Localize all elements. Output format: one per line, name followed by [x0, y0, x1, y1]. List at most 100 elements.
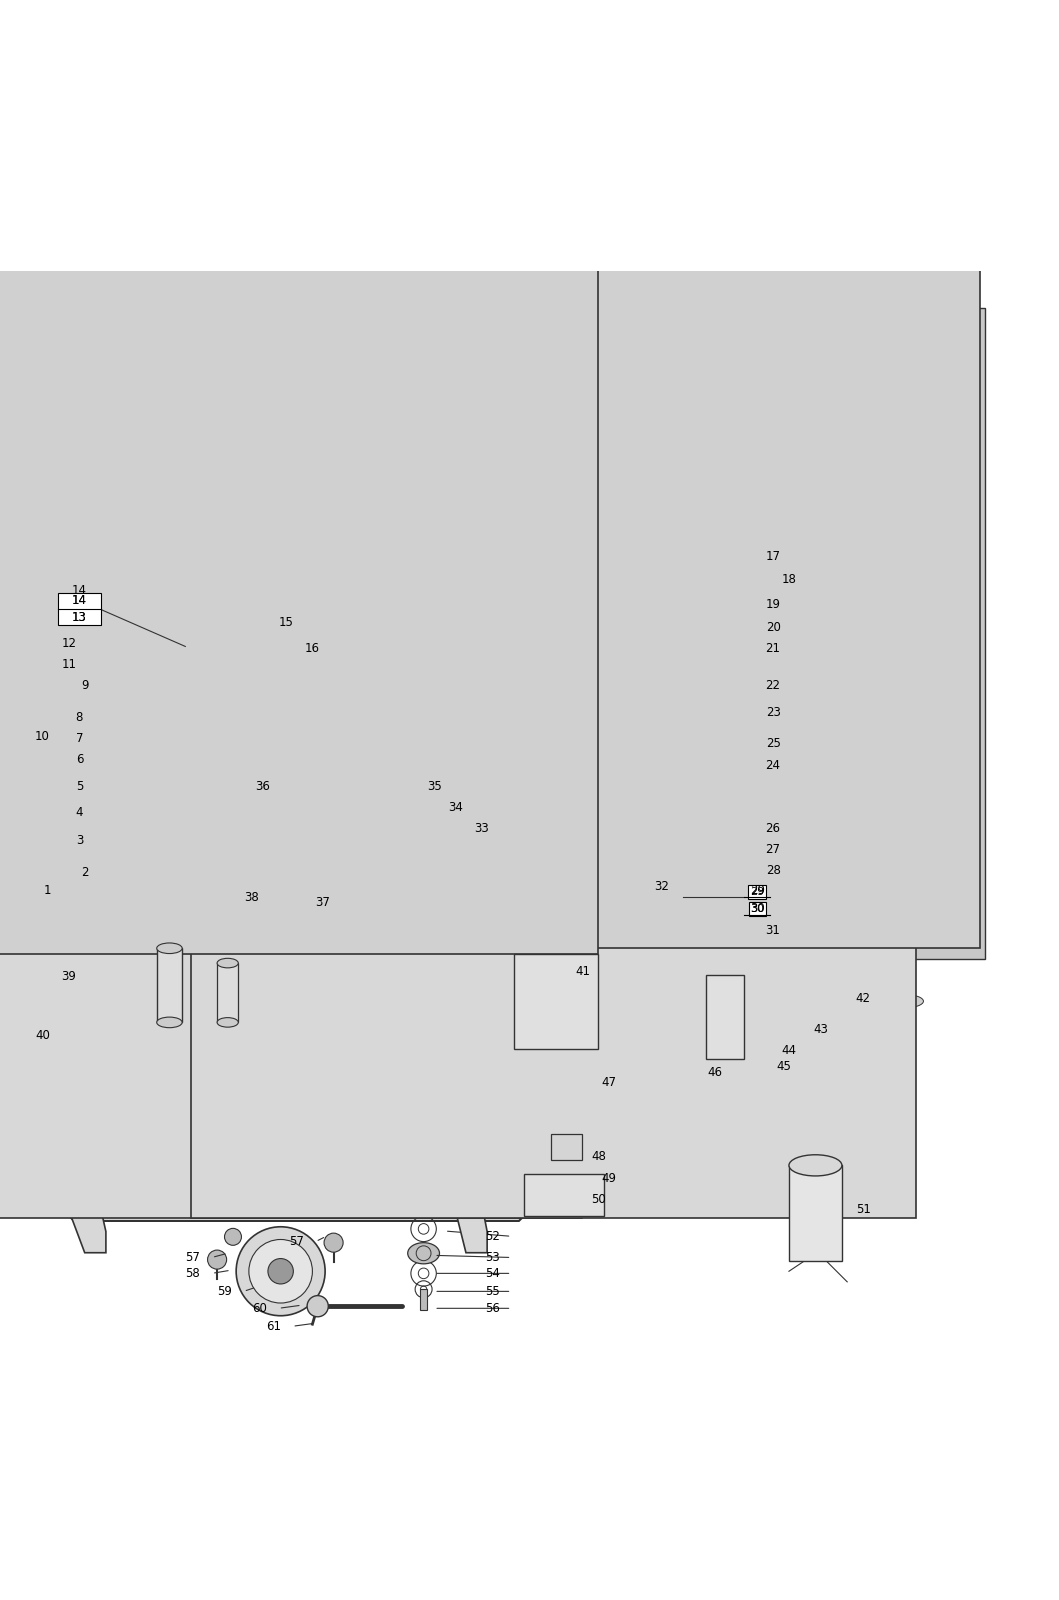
Text: 56: 56 [485, 1302, 500, 1315]
Text: 20: 20 [766, 621, 780, 634]
Text: 18: 18 [782, 573, 796, 586]
Ellipse shape [584, 694, 603, 714]
Text: 32: 32 [654, 880, 669, 893]
Ellipse shape [32, 1064, 64, 1214]
Text: 29: 29 [750, 883, 765, 896]
Circle shape [609, 542, 620, 554]
Bar [514, 954, 598, 1050]
Text: 27: 27 [766, 843, 780, 856]
Text: 59: 59 [217, 1285, 232, 1298]
Bar [217, 963, 238, 1022]
Text: 61: 61 [266, 1320, 281, 1333]
FancyBboxPatch shape [217, 234, 980, 949]
Ellipse shape [514, 800, 588, 926]
Text: 17: 17 [766, 550, 780, 563]
Text: 24: 24 [766, 758, 780, 771]
Text: 53: 53 [485, 1251, 500, 1264]
Circle shape [122, 1043, 132, 1054]
Text: 43: 43 [813, 1024, 828, 1037]
Text: 4: 4 [75, 806, 84, 819]
Bar [789, 1165, 842, 1261]
Polygon shape [455, 1067, 487, 1253]
Text: 14: 14 [72, 595, 87, 608]
Text: 39: 39 [61, 970, 76, 984]
Circle shape [609, 1014, 704, 1110]
Circle shape [577, 542, 588, 554]
Text: 2: 2 [80, 866, 89, 878]
Text: 29: 29 [750, 886, 765, 898]
Text: 12: 12 [61, 637, 76, 650]
Text: 28: 28 [766, 864, 780, 877]
Ellipse shape [408, 1243, 439, 1264]
Ellipse shape [554, 734, 633, 760]
Polygon shape [32, 1058, 561, 1221]
Text: 45: 45 [776, 1061, 791, 1074]
FancyBboxPatch shape [191, 488, 916, 1218]
Text: 14: 14 [72, 595, 87, 608]
Text: 38: 38 [245, 891, 259, 904]
Text: 35: 35 [427, 779, 442, 792]
Text: 40: 40 [35, 1029, 50, 1042]
Bar [524, 1174, 604, 1216]
Text: 15: 15 [279, 616, 293, 629]
Text: 37: 37 [316, 896, 330, 909]
Bar [106, 1038, 339, 1062]
Circle shape [164, 1043, 175, 1054]
Text: 16: 16 [305, 642, 320, 654]
Ellipse shape [217, 800, 291, 926]
Circle shape [641, 542, 651, 554]
Ellipse shape [157, 942, 182, 954]
Circle shape [307, 1296, 328, 1317]
Text: 9: 9 [80, 678, 89, 693]
Text: 25: 25 [766, 738, 780, 750]
Ellipse shape [856, 997, 877, 1005]
Text: 21: 21 [766, 642, 780, 654]
Text: 41: 41 [575, 965, 590, 978]
Text: 58: 58 [185, 1267, 200, 1280]
Text: 47: 47 [602, 1077, 616, 1090]
Text: 50: 50 [591, 1192, 606, 1206]
Bar [312, 624, 373, 653]
Ellipse shape [870, 997, 900, 1006]
Text: 34: 34 [448, 802, 463, 814]
Bar [157, 949, 182, 1022]
Bar [706, 974, 744, 1059]
Circle shape [181, 560, 190, 568]
Text: 7: 7 [75, 733, 84, 746]
Bar [519, 1014, 532, 1024]
Text: 26: 26 [766, 822, 780, 835]
Circle shape [207, 1043, 217, 1054]
Ellipse shape [704, 1058, 747, 1083]
FancyBboxPatch shape [0, 317, 604, 968]
Ellipse shape [306, 630, 322, 646]
Polygon shape [254, 800, 551, 926]
Circle shape [208, 1250, 227, 1269]
Text: 36: 36 [255, 779, 270, 792]
Polygon shape [69, 1067, 106, 1253]
Text: 54: 54 [485, 1267, 500, 1280]
Text: 1: 1 [43, 883, 52, 896]
Bar [530, 1046, 540, 1059]
FancyBboxPatch shape [0, 250, 598, 954]
Text: 13: 13 [72, 611, 87, 624]
Ellipse shape [517, 803, 586, 925]
Ellipse shape [157, 1018, 182, 1027]
Text: 46: 46 [707, 1066, 722, 1078]
Ellipse shape [789, 1155, 842, 1176]
Ellipse shape [217, 1018, 238, 1027]
Text: 19: 19 [766, 597, 780, 611]
Circle shape [545, 542, 556, 554]
FancyBboxPatch shape [212, 307, 985, 958]
Text: 52: 52 [485, 1230, 500, 1243]
Text: 3: 3 [76, 834, 83, 846]
Ellipse shape [885, 995, 923, 1008]
Text: 10: 10 [35, 730, 50, 742]
Ellipse shape [554, 654, 633, 682]
Circle shape [255, 560, 264, 568]
Circle shape [706, 950, 744, 989]
Ellipse shape [841, 998, 854, 1003]
Text: 33: 33 [474, 822, 489, 835]
Text: 13: 13 [72, 611, 87, 624]
Circle shape [559, 1160, 585, 1186]
Text: 48: 48 [591, 1150, 606, 1163]
